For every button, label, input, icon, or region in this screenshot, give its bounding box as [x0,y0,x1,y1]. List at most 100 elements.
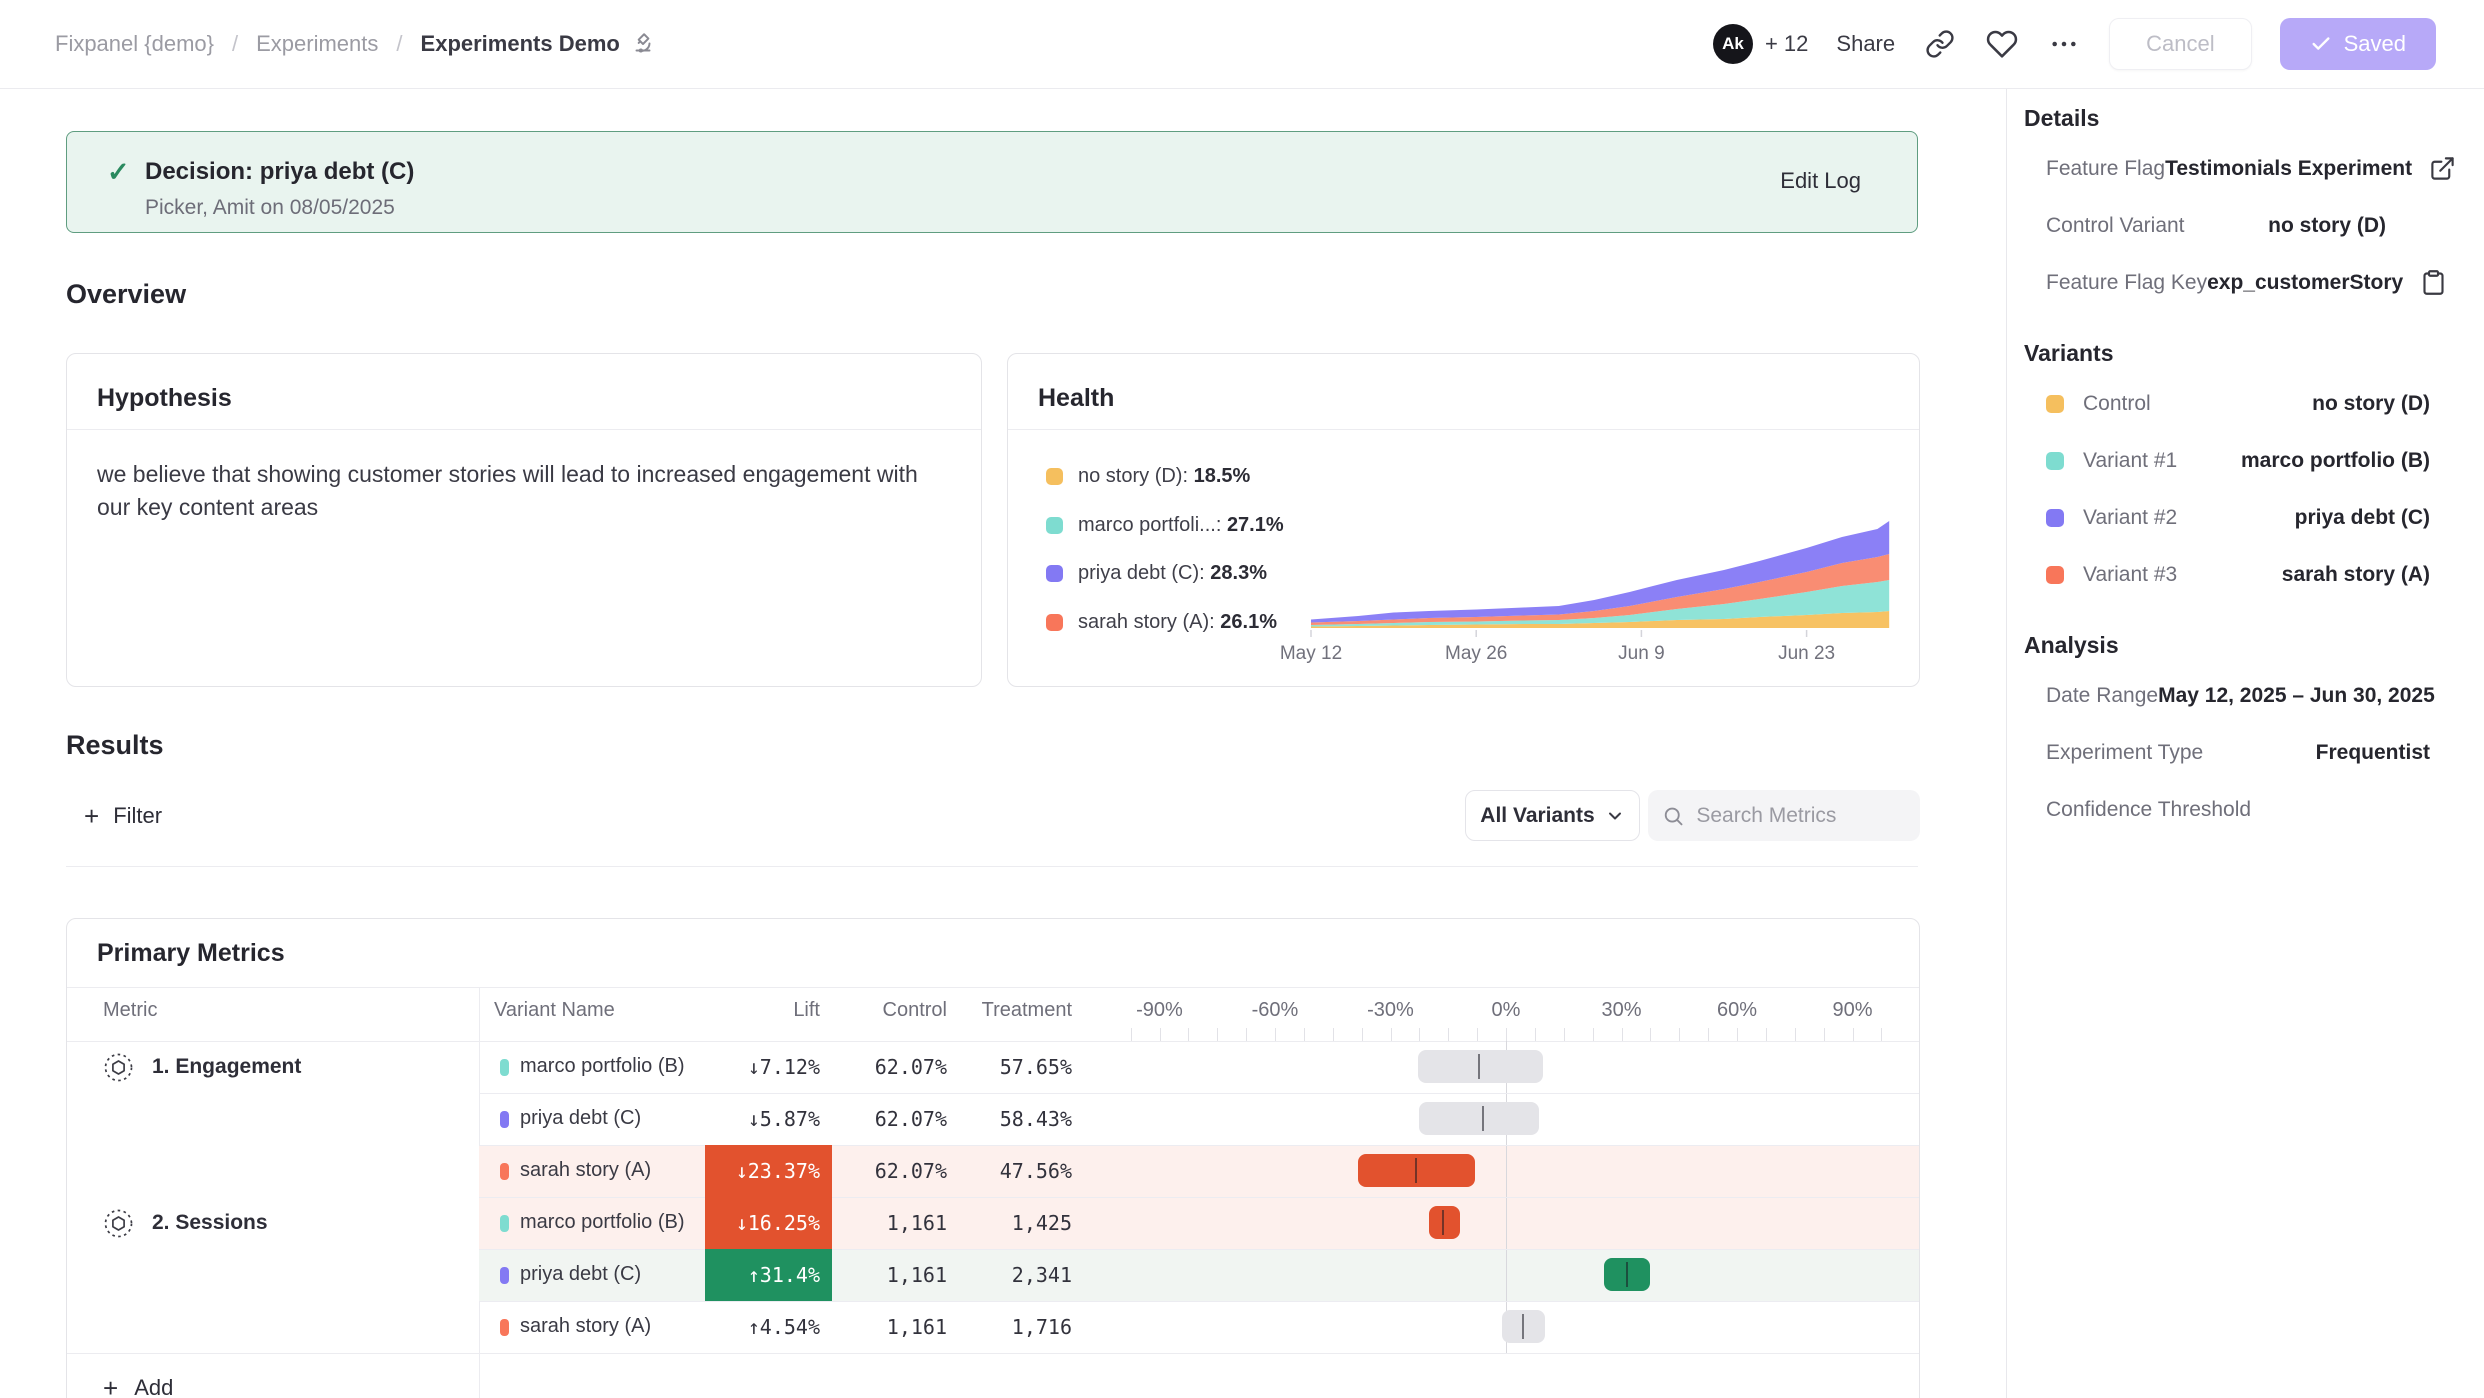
treatment-value: 1,716 [1011,1315,1072,1339]
sidebar-row-value: no story (D) [2268,213,2386,237]
sidebar-row: Feature Flag Key exp_customerStory [2024,254,2444,311]
breadcrumb-item[interactable]: Experiments [256,31,378,57]
cancel-button[interactable]: Cancel [2109,18,2252,70]
control-value: 1,161 [886,1263,947,1287]
search-metrics-input[interactable] [1696,803,1906,828]
lift-value: ↓16.25% [705,1197,832,1249]
sidebar-row-label: Date Range [2046,683,2159,707]
treatment-value: 2,341 [1011,1263,1072,1287]
metric-group-label: 1. Engagement [103,1041,301,1093]
sidebar-row-label: Variant #2 [2083,505,2178,529]
decision-banner: ✓ Decision: priya debt (C) Picker, Amit … [66,131,1918,233]
sidebar-row: Variant #2 priya debt (C) [2024,489,2430,546]
clipboard-icon[interactable] [2420,269,2447,296]
axis-tick-label: -90% [1136,999,1183,1021]
divider [67,1041,1919,1042]
saved-button[interactable]: Saved [2279,18,2436,70]
lift-median-marker [1625,1262,1628,1287]
legend-label: marco portfoli...: 27.1% [1078,513,1284,536]
divider [1008,429,1919,430]
control-value: 1,161 [886,1315,947,1339]
divider [479,1249,1919,1250]
variant-color-dot [500,1110,509,1128]
table-row[interactable] [479,1301,1919,1353]
lift-median-marker [1477,1054,1480,1079]
topbar-actions: Ak + 12 Share Cancel Saved [1712,18,2436,70]
breadcrumb-item[interactable]: Fixpanel {demo} [55,31,214,57]
col-header-lift: Lift [793,999,820,1021]
sidebar-row: Confidence Threshold [2024,781,2430,838]
breadcrumb-separator: / [396,31,403,56]
axis-minor-tick [1679,1028,1681,1041]
avatar[interactable]: Ak [1712,24,1753,64]
sidebar-row: Control Variant no story (D) [2024,197,2430,254]
variant-color-dot [500,1318,509,1336]
results-heading: Results [66,730,164,760]
treatment-value: 58.43% [999,1107,1072,1131]
axis-minor-tick [1217,1028,1219,1041]
more-menu-icon[interactable] [2047,27,2081,61]
external-link-icon[interactable] [2429,155,2456,182]
divider [66,866,1918,867]
metric-row-highlight [479,1145,1919,1197]
axis-minor-tick [1621,1028,1623,1041]
axis-minor-tick [1275,1028,1276,1041]
copy-link-icon[interactable] [1923,27,1957,61]
variant-color-dot [500,1214,509,1232]
treatment-value: 47.56% [999,1159,1072,1183]
hypothesis-title: Hypothesis [97,384,232,412]
axis-tick-label: 60% [1716,999,1758,1021]
sidebar-row: Experiment Type Frequentist [2024,724,2430,781]
confidence-interval-bar [1429,1206,1460,1239]
variants-filter-dropdown[interactable]: All Variants [1465,790,1640,841]
breadcrumb: Fixpanel {demo} / Experiments / Experiments … [55,31,656,57]
add-label: Add [134,1375,174,1398]
lift-median-marker [1522,1314,1525,1339]
metric-row-highlight [479,1197,1919,1249]
sidebar-row-value: priya debt (C) [2294,505,2430,529]
health-area-chart: May 12 May 26 Jun 9 Jun 23 [1280,521,1890,664]
axis-minor-tick [1448,1028,1450,1041]
axis-tick-label: 90% [1832,999,1873,1021]
legend-item: no story (D): 18.5% [1046,465,1250,488]
variant-color-swatch [2046,565,2064,584]
col-header-variant: Variant Name [494,999,615,1021]
area-series-marco-portfolio-b- [1311,580,1890,627]
legend-swatch [1046,468,1063,485]
axis-minor-tick [1506,1028,1507,1041]
overview-heading: Overview [66,279,187,309]
edit-log-button[interactable]: Edit Log [1780,168,1861,193]
sidebar-heading-details: Details [2024,105,2100,131]
add-filter-button[interactable]: + Filter [84,800,163,831]
lift-median-marker [1482,1106,1485,1131]
topbar: Fixpanel {demo} / Experiments / Experiments … [0,0,2484,89]
share-button[interactable]: Share [1836,31,1896,56]
sidebar-section-analysis: Analysis Date Range May 12, 2025 – Jun 30,… [2024,632,2435,838]
favorite-heart-icon[interactable] [1985,27,2019,61]
x-axis-tick-label: Jun 9 [1618,643,1664,664]
confidence-interval-bar [1357,1154,1476,1187]
sidebar-row-value: marco portfolio (B) [2241,448,2430,472]
divider [67,1353,1919,1354]
collaborator-count[interactable]: + 12 [1764,31,1809,56]
primary-metrics-title: Primary Metrics [97,939,285,967]
search-icon [1664,807,1683,825]
variant-name: sarah story (A) [520,1159,652,1181]
sidebar-section-details: Details Feature Flag Testimonials Experime… [2024,105,2454,311]
divider [479,1301,1919,1302]
sidebar-row: Date Range May 12, 2025 – Jun 30, 2025 [2024,667,2435,724]
axis-tick-label: 30% [1601,999,1642,1021]
area-series-no-story-d- [1311,611,1890,628]
divider [67,987,1919,988]
breadcrumb-item[interactable]: Experiments Demo [421,31,656,57]
table-row[interactable] [479,1041,1919,1093]
table-row[interactable] [479,1093,1919,1145]
area-series-sarah-story-a- [1311,554,1890,625]
breadcrumb-label: Experiments [256,31,379,56]
axis-minor-tick [1130,1028,1132,1041]
axis-minor-tick [1246,1028,1248,1041]
axis-tick-label: -30% [1367,999,1414,1021]
control-value: 62.07% [874,1055,947,1079]
x-axis-tick-label: May 26 [1445,643,1507,664]
add-metric-button[interactable]: + Add [103,1365,173,1398]
